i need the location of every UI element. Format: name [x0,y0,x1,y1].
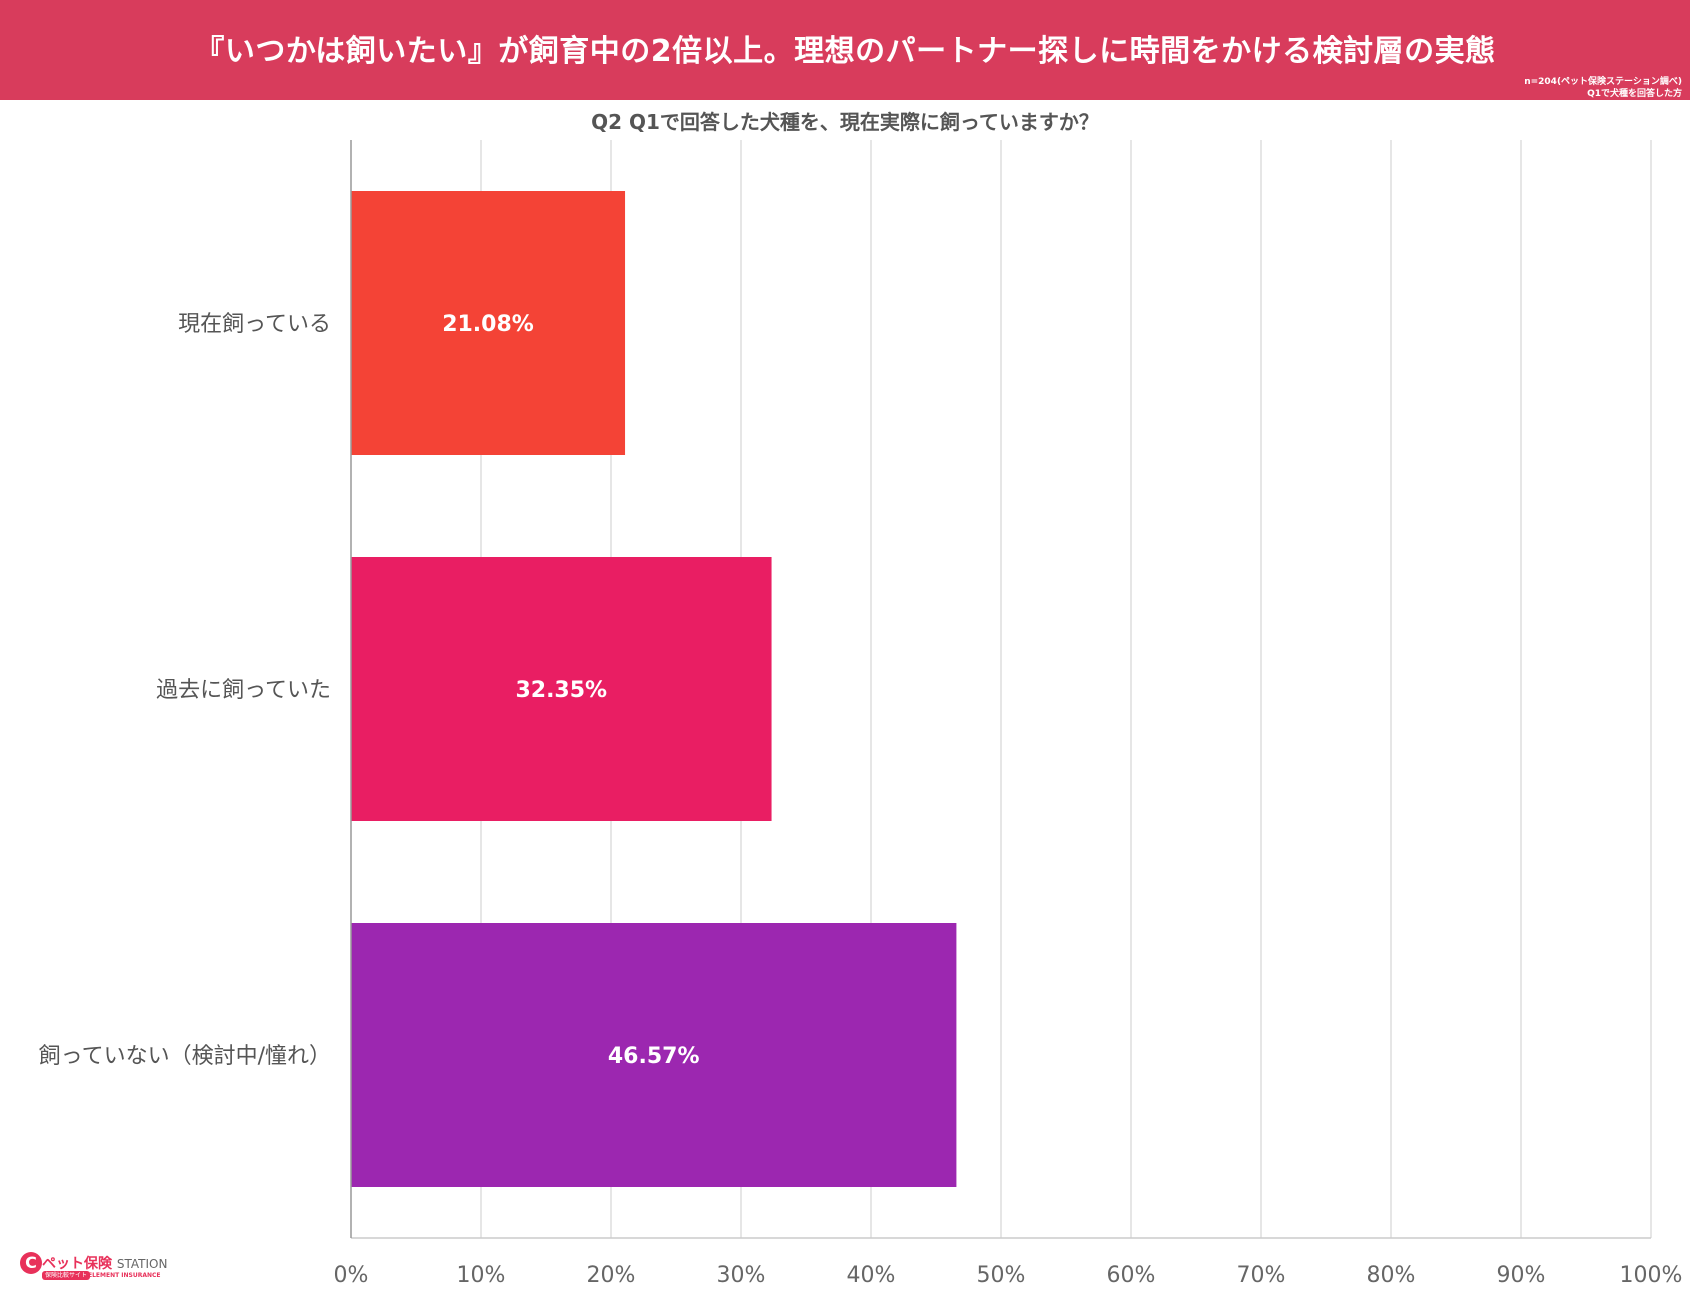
logo-name: ペット保険 [42,1256,112,1272]
brand-logo: C ペット保険 STATION 保険比較サイト ELEMENT INSURANC… [20,1252,190,1282]
bar-value-label: 32.35% [515,678,607,703]
logo-mark-icon: C [20,1252,42,1274]
page-title: 『いつかは飼いたい』が飼育中の2倍以上。理想のパートナー探しに時間をかける検討層… [194,34,1496,69]
x-tick-label: 30% [717,1263,766,1288]
bar [351,557,772,821]
bar-value-label: 46.57% [608,1044,700,1069]
category-label: 過去に飼っていた [156,678,331,703]
bar-value-label: 21.08% [442,312,534,337]
x-tick-label: 50% [977,1263,1026,1288]
logo-name-sub: STATION [116,1257,168,1271]
x-tick-label: 20% [587,1263,636,1288]
x-tick-label: 10% [457,1263,506,1288]
survey-note-sample: n=204(ペット保険ステーション調べ) [1524,77,1682,87]
logo-tag-company: ELEMENT INSURANCE [88,1272,161,1279]
bar [351,191,626,455]
x-tick-label: 60% [1107,1263,1156,1288]
axes [350,140,1651,1239]
logo-tag: 保険比較サイト [42,1271,91,1280]
x-tick-label: 80% [1367,1263,1416,1288]
category-label: 現在飼っている [178,312,331,337]
title-banner: 『いつかは飼いたい』が飼育中の2倍以上。理想のパートナー探しに時間をかける検討層… [0,0,1690,100]
x-tick-label: 90% [1497,1263,1546,1288]
x-tick-label: 0% [334,1263,369,1288]
x-tick-label: 40% [847,1263,896,1288]
chart-title: Q2 Q1で回答した犬種を、現在実際に飼っていますか？ [591,110,1099,134]
x-tick-label: 70% [1237,1263,1286,1288]
labels: 0% 10% 20% 30% 40% 50% 60% 70% 80% 90% 100% 21.08% 現… [39,312,1683,1288]
survey-note-target: Q1で犬種を回答した方 [1587,89,1682,99]
x-tick-label: 100% [1620,1263,1683,1288]
survey-note: n=204(ペット保険ステーション調べ) Q1で犬種を回答した方 [1524,76,1682,100]
category-label: 飼っていない（検討中/憧れ） [39,1044,331,1069]
bars [351,191,957,1187]
bar [351,923,957,1187]
